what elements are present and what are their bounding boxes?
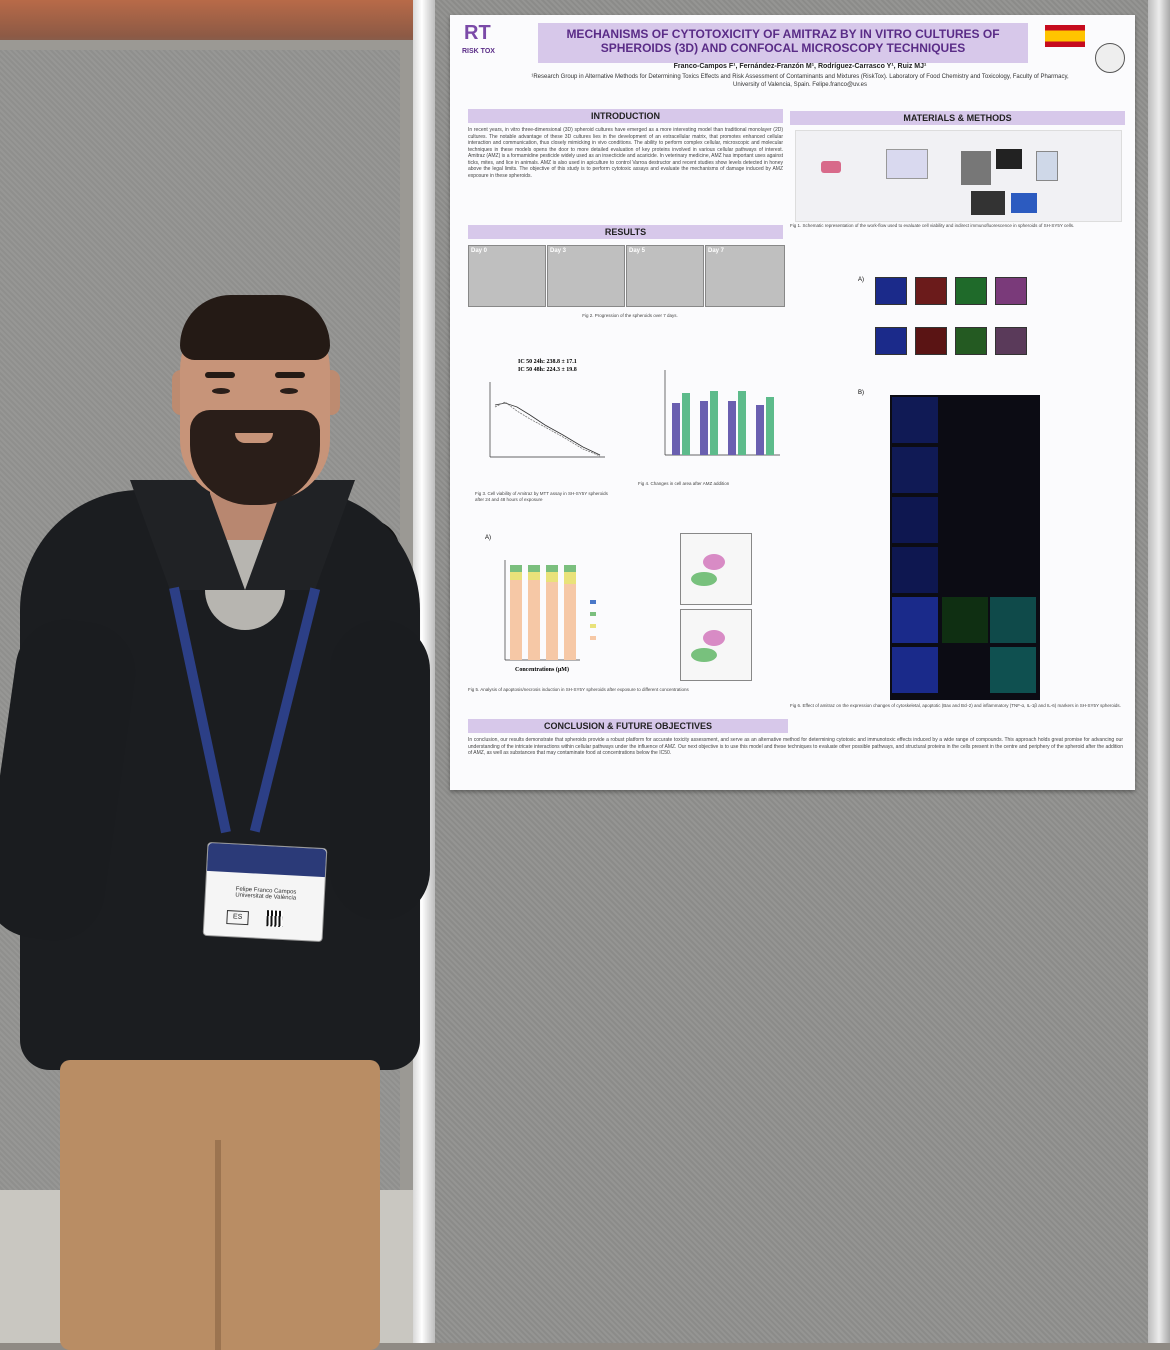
section-conclusion: CONCLUSION & FUTURE OBJECTIVES [468,719,788,733]
section-results: RESULTS [468,225,783,239]
flow-cytometry-plot-c [680,609,752,681]
qr-code-icon [266,910,284,927]
spain-flag-logo [1045,25,1085,47]
logo-text: RISK TOX [462,48,495,55]
micrograph-red-2 [915,327,947,355]
fig6-caption: Fig 6. Effect of amitraz on the expressi… [790,703,1121,708]
badge-header [207,842,327,878]
badge-language: ES [226,910,249,926]
eyebrow-left [205,372,235,378]
spheroid-day3-image: Day 3 [547,245,625,307]
fig4-caption: Fig 4. Changes in cell area after AMZ ad… [638,481,730,486]
cell-area-chart [664,370,780,456]
micrograph-red-1 [915,277,947,305]
scientific-poster: RT RISK TOX MECHANISMS OF CYTOTOXICITY O… [450,15,1135,790]
person-beard [190,410,320,505]
micrograph-grid-panel-b [890,395,1040,700]
micrograph-merge-2 [995,327,1027,355]
fig1-caption: Fig 1. Schematic representation of the w… [790,223,1075,228]
viability-chart [489,382,605,458]
section-introduction: INTRODUCTION [468,109,783,123]
poster-authors: Franco-Campos F¹, Fernández-Franzón M¹, … [673,63,927,70]
board-frame-right [1148,0,1170,1343]
badge-name: Felipe Franco Campos Universitat de Valè… [235,886,297,902]
conclusion-text: In conclusion, our results demonstrate t… [468,737,1123,756]
spheroid-day7-image: Day 7 [705,245,785,307]
poster-affiliation: ¹Research Group in Alternative Methods f… [531,74,1069,88]
panel-b-label: B) [858,390,864,396]
micrograph-green-1 [955,277,987,305]
micrograph-merge-1 [995,277,1027,305]
micrograph-green-2 [955,327,987,355]
fig5-caption: Fig 5. Analysis of apoptosis/necrosis in… [468,687,689,692]
fig3-caption: Fig 3. Cell viability of Amitraz by MTT … [475,491,608,502]
person-smile [235,433,273,443]
ic50-24h: IC 50 24h: 238.8 ± 17.1 [518,359,577,365]
eyebrow-right [275,372,305,378]
risktox-logo: RT RISK TOX [462,22,495,55]
person-arm-right [330,620,430,920]
spheroid-day5-image: Day 5 [626,245,704,307]
flow-cytometry-plot-b [680,533,752,605]
micrograph-dapi-1 [875,277,907,305]
concentration-axis-label: Concentrations (µM) [515,667,569,673]
workflow-diagram [795,130,1122,222]
conference-badge: Felipe Franco Campos Universitat de Valè… [202,841,328,943]
micrograph-dapi-2 [875,327,907,355]
spheroid-day0-image: Day 0 [468,245,546,307]
panel-a-label: A) [858,277,864,283]
ic50-48h: IC 50 48h: 224.3 ± 19.8 [518,367,577,373]
panel-a-label-results: A) [485,535,491,541]
fig2-caption: Fig 2. Progression of the spheroids over… [582,313,678,318]
apoptosis-stacked-chart [504,560,596,661]
pants-leg-split [215,1140,221,1350]
introduction-text: In recent years, in vitro three-dimensio… [468,127,783,179]
eye-right [280,388,298,394]
university-seal-logo [1095,43,1125,73]
section-materials-methods: MATERIALS & METHODS [790,111,1125,125]
poster-title: MECHANISMS OF CYTOTOXICITY OF AMITRAZ BY… [538,23,1028,63]
person-hair [180,295,330,360]
eye-left [212,388,230,394]
